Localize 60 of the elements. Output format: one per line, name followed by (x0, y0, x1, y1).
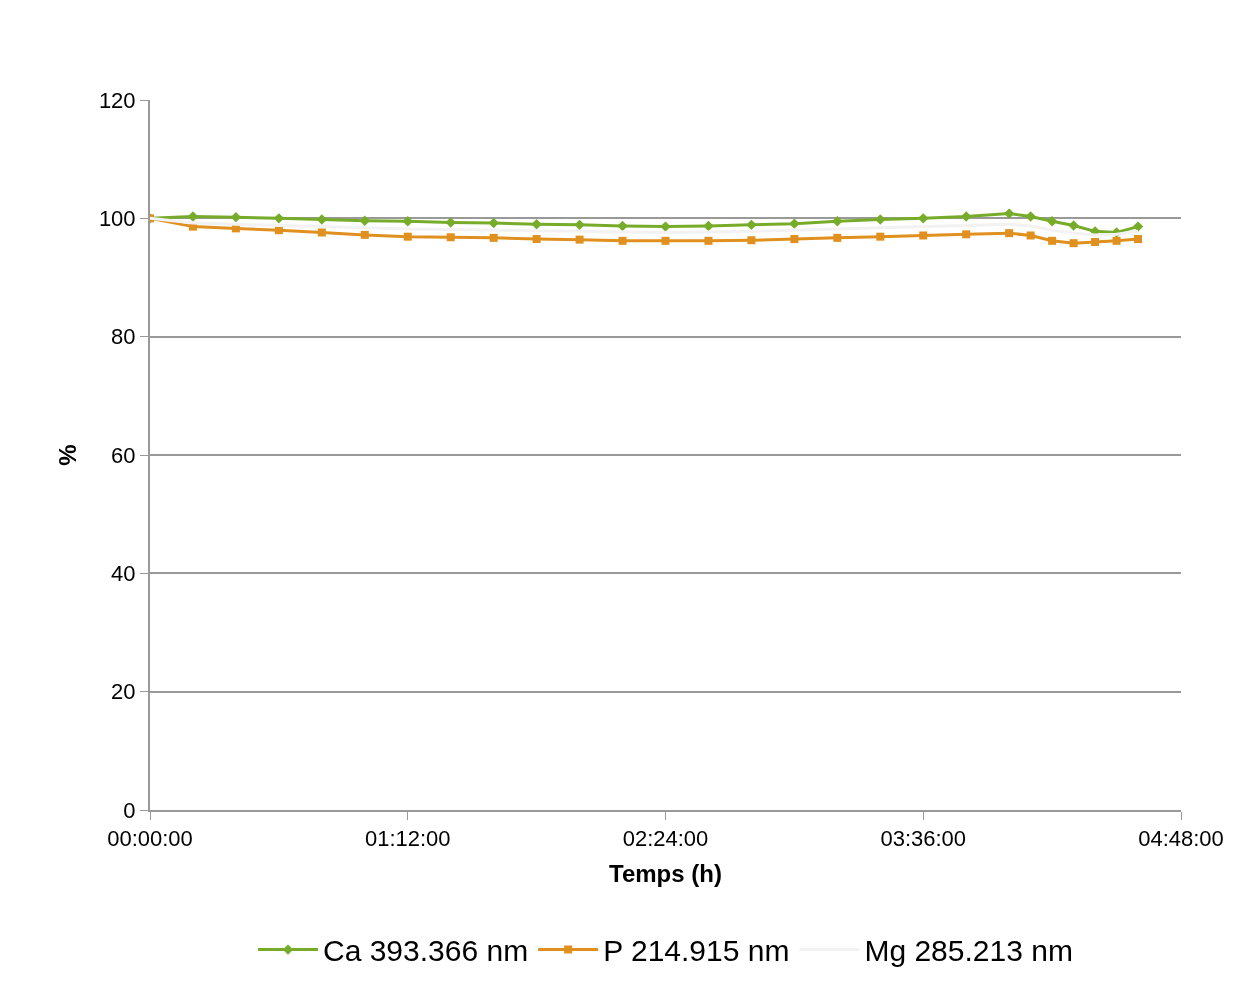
legend-label: Ca 393.366 nm (323, 934, 529, 968)
point (1069, 239, 1078, 248)
y-tick-label: 100 (98, 206, 136, 232)
x-tick-label: 01:12:00 (364, 826, 451, 852)
point (488, 217, 499, 229)
point (1026, 231, 1035, 240)
x-tick-label: 02:24:00 (622, 826, 709, 852)
point (661, 236, 670, 245)
point (832, 216, 843, 227)
point (962, 230, 971, 239)
point (360, 230, 369, 239)
point (531, 219, 542, 230)
point (1025, 211, 1036, 222)
x-tick-label: 03:36:00 (880, 826, 967, 852)
point (403, 232, 412, 241)
point (918, 213, 929, 224)
point (746, 219, 757, 231)
point (618, 236, 627, 245)
point (445, 217, 456, 228)
point (1048, 236, 1057, 245)
y-tick-label: 20 (111, 679, 136, 705)
point (789, 218, 800, 229)
point (359, 215, 370, 226)
point (402, 216, 413, 227)
point (876, 232, 885, 241)
point (446, 233, 455, 242)
y-axis-title: % (54, 444, 82, 466)
x-tick-label: 04:48:00 (1138, 826, 1224, 852)
legend-label: P 214.915 nm (603, 934, 790, 968)
point (790, 235, 799, 244)
point (1046, 216, 1058, 227)
point (833, 233, 842, 242)
point (1003, 208, 1015, 219)
y-tick-label: 120 (98, 87, 136, 113)
point (617, 220, 628, 232)
point (875, 214, 886, 225)
point (1005, 229, 1014, 238)
point (660, 221, 671, 232)
point (1068, 220, 1079, 231)
point (574, 219, 585, 231)
point (317, 228, 326, 237)
y-tick-label: 60 (111, 442, 136, 468)
legend-label: Mg 285.213 nm (864, 934, 1073, 968)
x-axis-title: Temps (h) (609, 860, 722, 888)
point (489, 233, 498, 242)
point (703, 220, 714, 232)
y-tick-label: 80 (111, 324, 136, 350)
point (532, 235, 541, 244)
x-tick-label: 00:00:00 (107, 826, 193, 852)
y-tick-label: 40 (111, 561, 136, 587)
point (961, 211, 972, 222)
point (1091, 238, 1100, 246)
point (1112, 236, 1121, 245)
y-tick-label: 0 (123, 797, 136, 823)
point (575, 235, 584, 244)
point (1132, 221, 1144, 232)
point (919, 231, 928, 240)
point (747, 236, 756, 245)
point (1134, 235, 1143, 244)
point (704, 236, 713, 245)
